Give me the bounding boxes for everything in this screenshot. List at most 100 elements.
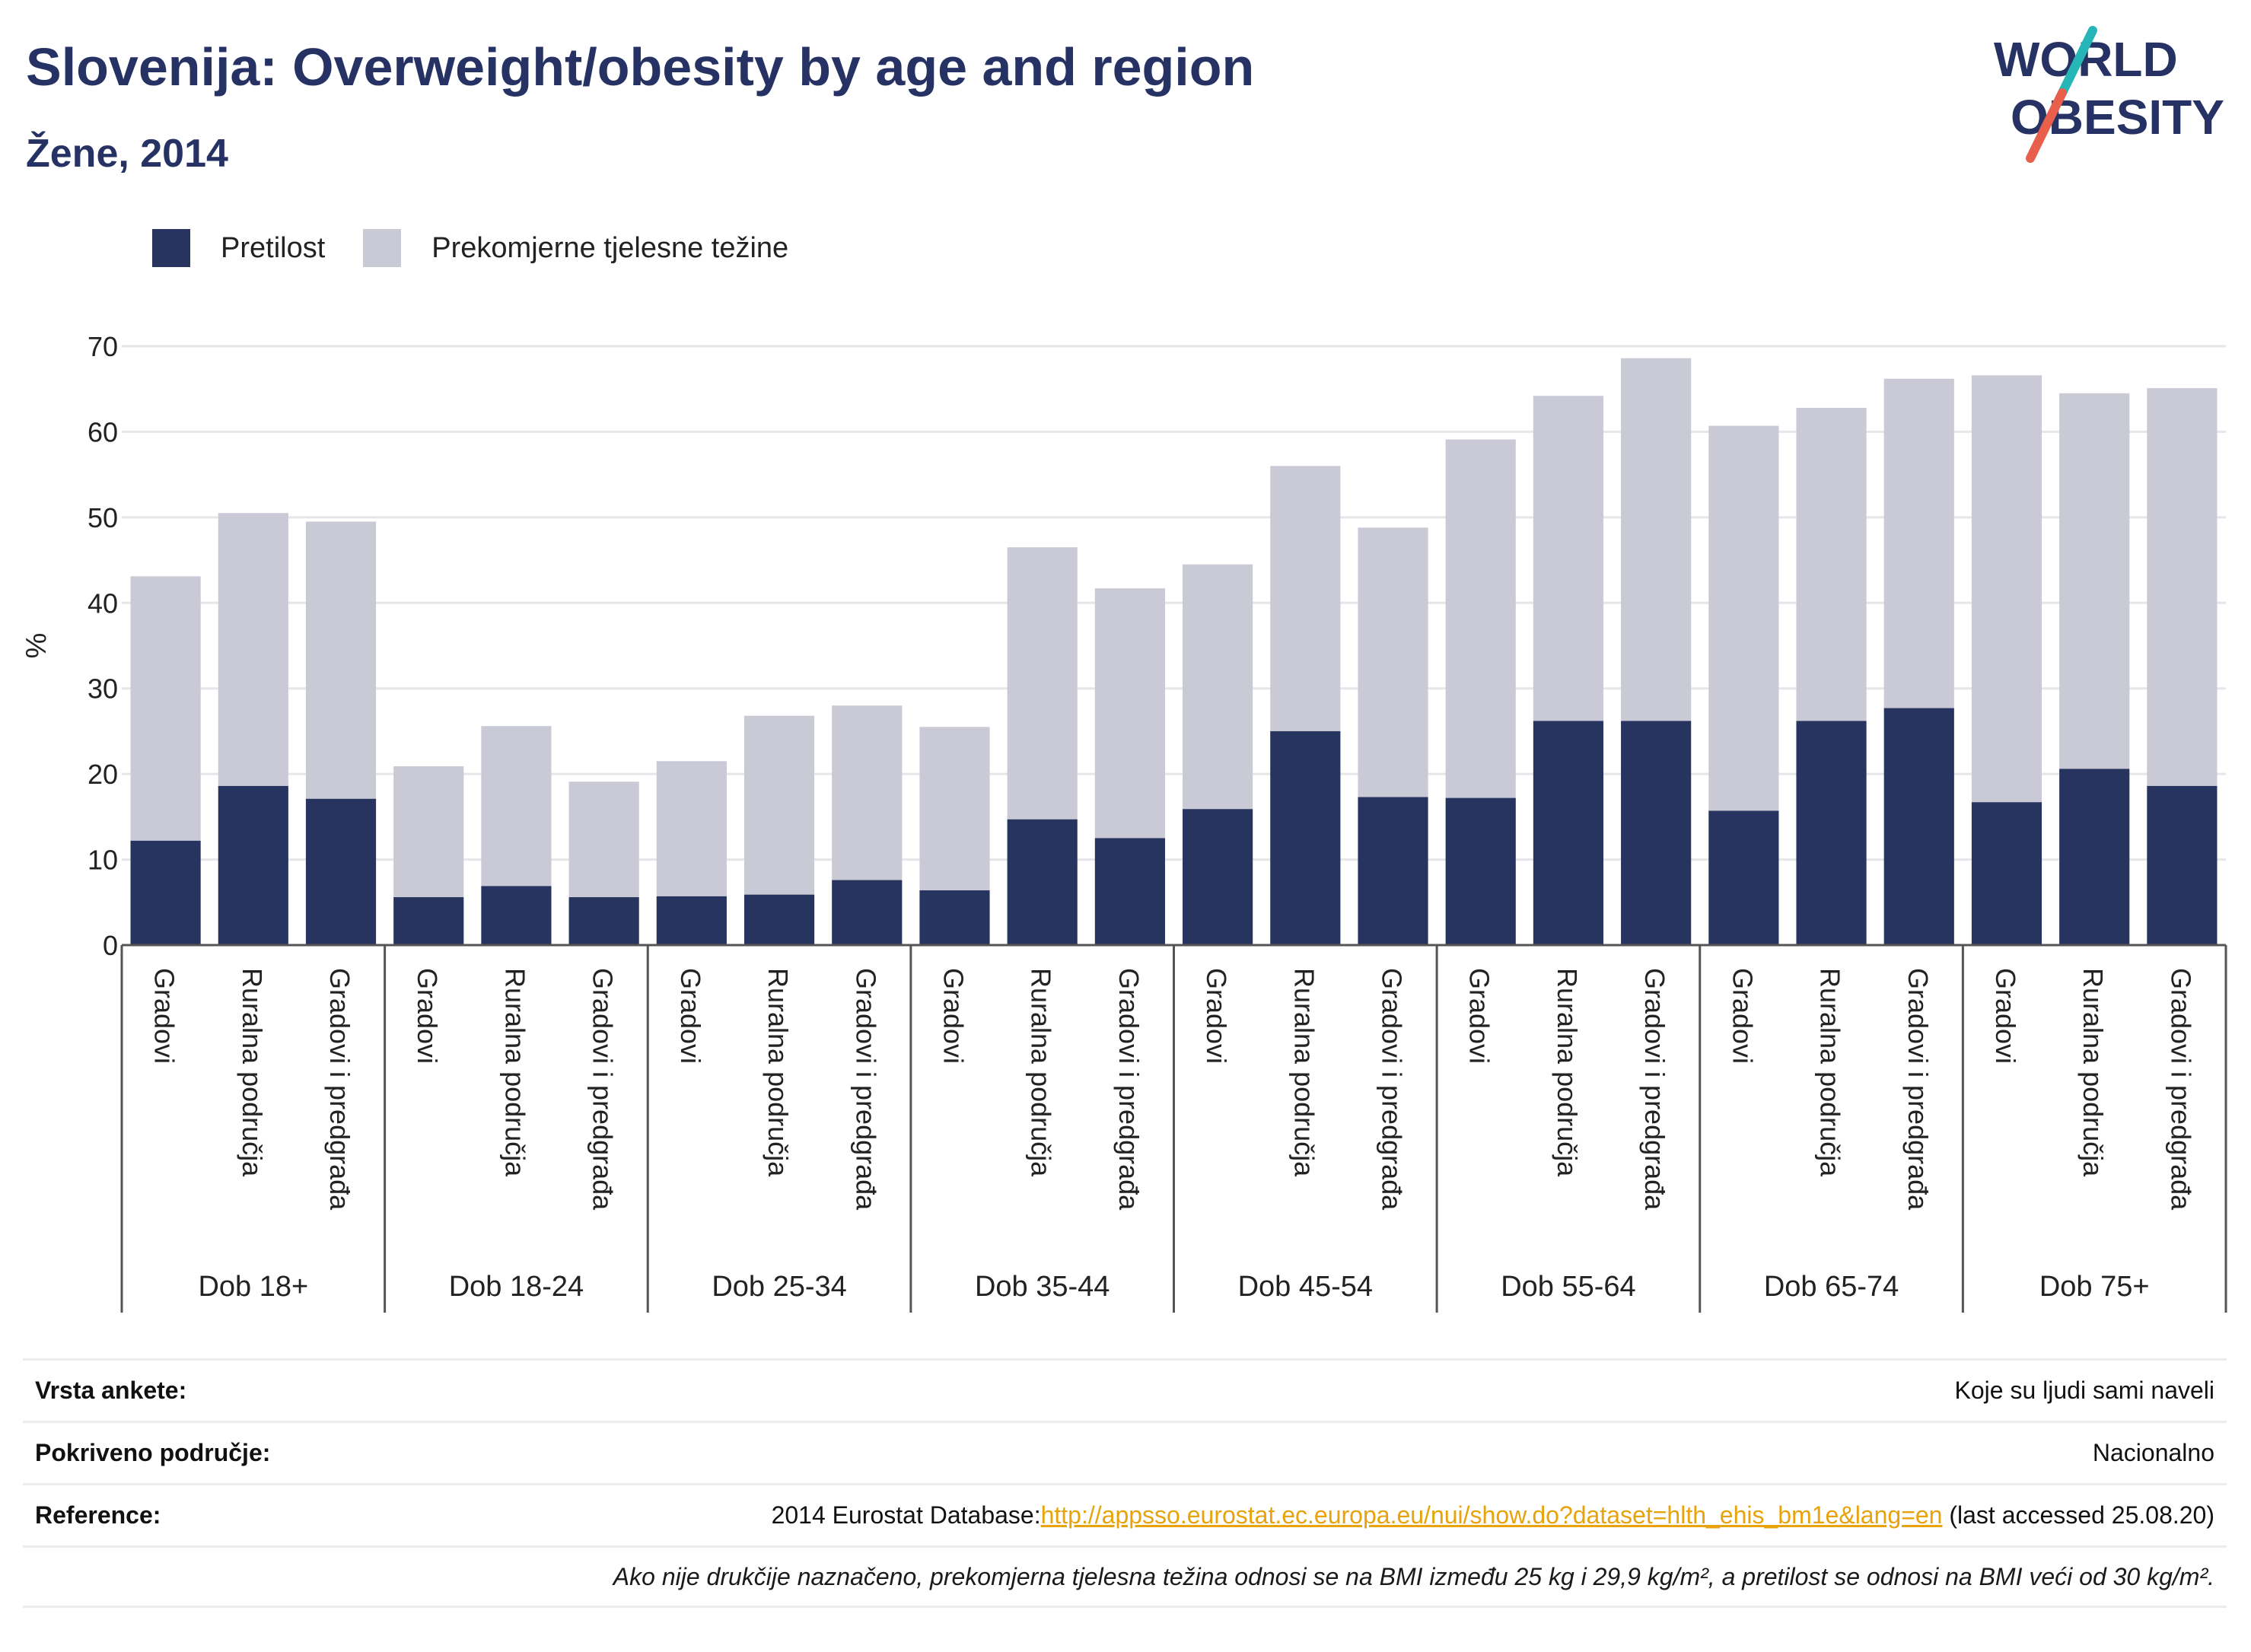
bar-overweight [130, 576, 201, 841]
x-tick-label: Gradovi [412, 968, 443, 1064]
bar-overweight [2147, 388, 2218, 786]
y-tick-label: 20 [88, 759, 118, 790]
legend-swatch-obesity [152, 229, 190, 267]
bar-obesity [832, 880, 903, 945]
x-tick-label: Gradovi [1727, 968, 1758, 1064]
bar-obesity [1971, 802, 2042, 945]
page-subtitle: Žene, 2014 [26, 132, 228, 176]
bar-overweight [1183, 564, 1253, 810]
bar-obesity [1183, 809, 1253, 945]
x-tick-label: Gradovi [1201, 968, 1232, 1064]
group-label: Dob 18+ [198, 1271, 308, 1303]
bar-overweight [1270, 466, 1341, 731]
reference-value: 2014 Eurostat Database:http://appsso.eur… [772, 1501, 2214, 1529]
group-label: Dob 75+ [2039, 1271, 2150, 1303]
reference-label: Reference: [35, 1501, 161, 1529]
y-tick-label: 60 [88, 416, 118, 447]
x-tick-label: Gradovi i predgrađa [1902, 968, 1934, 1211]
group-label: Dob 55-64 [1501, 1271, 1635, 1303]
bar-obesity [743, 894, 815, 945]
logo-slash-coral [2026, 88, 2067, 163]
x-tick-label: Ruralna područja [237, 968, 268, 1177]
logo-slash-teal [2058, 26, 2097, 97]
bar-overweight [305, 521, 377, 799]
bar-obesity [1883, 708, 1954, 945]
survey-type-label: Vrsta ankete: [35, 1377, 187, 1404]
footer-info-table: Vrsta ankete: Koje su ljudi sami naveli … [23, 1358, 2227, 1608]
reference-suffix: (last accessed 25.08.20) [1942, 1501, 2214, 1529]
bar-obesity [2059, 769, 2130, 945]
bar-obesity [1445, 797, 1516, 945]
x-tick-label: Gradovi [675, 968, 706, 1064]
bar-overweight [743, 715, 815, 895]
x-tick-label: Ruralna područja [1552, 968, 1583, 1177]
bar-overweight [481, 726, 552, 886]
bar-obesity [568, 897, 639, 945]
bar-obesity [1708, 810, 1779, 945]
x-tick-label: Ruralna područja [1026, 968, 1057, 1177]
bar-obesity [218, 785, 288, 945]
x-tick-label: Gradovi [1464, 968, 1495, 1064]
bar-obesity [1094, 838, 1165, 945]
x-tick-label: Gradovi i predgrađa [1377, 968, 1408, 1211]
bar-obesity [1533, 721, 1604, 945]
y-tick-label: 50 [88, 502, 118, 533]
legend-item-obesity: Pretilost [152, 229, 325, 267]
x-tick-label: Ruralna područja [2077, 968, 2109, 1177]
bar-overweight [1358, 527, 1428, 797]
footer-row-area: Pokriveno područje: Nacionalno [23, 1421, 2227, 1483]
bar-obesity [656, 896, 727, 945]
bar-obesity [1358, 797, 1428, 945]
legend-item-overweight: Prekomjerne tjelesne težine [363, 229, 788, 267]
x-tick-label: Gradovi i predgrađa [850, 968, 881, 1211]
bar-overweight [393, 766, 464, 898]
survey-type-value: Koje su ljudi sami naveli [1954, 1377, 2215, 1404]
x-tick-label: Ruralna područja [1288, 968, 1320, 1177]
legend-label-overweight: Prekomjerne tjelesne težine [431, 231, 789, 264]
bmi-note: Ako nije drukčije naznačeno, prekomjerna… [613, 1562, 2214, 1590]
group-label: Dob 65-74 [1764, 1271, 1899, 1303]
area-value: Nacionalno [2092, 1439, 2214, 1466]
bar-obesity [130, 840, 201, 945]
footer-row-note: Ako nije drukčije naznačeno, prekomjerna… [23, 1545, 2227, 1608]
group-label: Dob 35-44 [975, 1271, 1110, 1303]
bar-obesity [1270, 731, 1341, 945]
bar-overweight [1621, 358, 1692, 721]
x-tick-label: Gradovi i predgrađa [587, 968, 619, 1211]
x-tick-label: Ruralna područja [763, 968, 794, 1177]
bar-obesity [305, 798, 377, 945]
footer-row-reference: Reference: 2014 Eurostat Database:http:/… [23, 1483, 2227, 1545]
bar-overweight [1971, 375, 2042, 803]
group-label: Dob 25-34 [712, 1271, 846, 1303]
bar-obesity [1796, 721, 1867, 945]
y-tick-label: 10 [88, 845, 118, 876]
y-tick-label: 30 [88, 673, 118, 705]
bar-overweight [1883, 378, 1954, 708]
page-title: Slovenija: Overweight/obesity by age and… [26, 37, 1255, 97]
x-tick-label: Gradovi [149, 968, 180, 1064]
x-tick-label: Gradovi [938, 968, 969, 1064]
bar-obesity [393, 897, 464, 945]
bar-overweight [1445, 439, 1516, 798]
group-label: Dob 45-54 [1238, 1271, 1373, 1303]
stacked-bar-chart: 0 10 20 30 40 50 60 70% Gradovi Ruralna područja G… [21, 331, 2227, 1313]
bar-obesity [1621, 721, 1692, 945]
reference-link[interactable]: http://appsso.eurostat.ec.europa.eu/nui/… [1040, 1501, 1943, 1529]
bar-overweight [1533, 396, 1604, 721]
bar-overweight [2059, 393, 2130, 769]
footer-row-survey-type: Vrsta ankete: Koje su ljudi sami naveli [23, 1358, 2227, 1421]
bar-overweight [919, 727, 990, 891]
bar-overweight [568, 781, 639, 898]
x-tick-label: Gradovi i predgrađa [1639, 968, 1670, 1211]
x-tick-label: Gradovi [1990, 968, 2021, 1064]
bar-overweight [218, 513, 288, 786]
y-tick-label: 70 [88, 331, 118, 362]
bar-overweight [1094, 588, 1165, 839]
y-tick-label: 40 [88, 587, 118, 619]
bar-obesity [1007, 819, 1078, 945]
legend-swatch-overweight [363, 229, 402, 267]
x-tick-label: Ruralna područja [1815, 968, 1846, 1177]
y-axis-label: % [21, 633, 53, 659]
group-label: Dob 18-24 [449, 1271, 584, 1303]
x-tick-label: Gradovi i predgrađa [1113, 968, 1145, 1211]
